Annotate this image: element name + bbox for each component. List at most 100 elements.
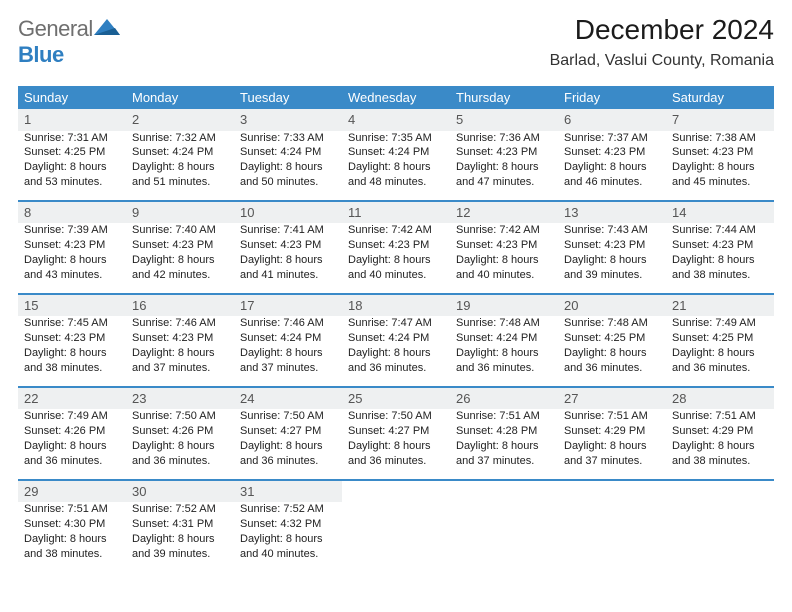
daylight-line: Daylight: 8 hours and 38 minutes.: [672, 253, 768, 283]
weekday-header: Sunday: [18, 86, 126, 109]
day-cell: Sunrise: 7:52 AMSunset: 4:32 PMDaylight:…: [234, 502, 342, 571]
day-cell: Sunrise: 7:45 AMSunset: 4:23 PMDaylight:…: [18, 316, 126, 385]
day-number: 30: [126, 481, 234, 503]
sunset-line: Sunset: 4:24 PM: [348, 331, 444, 346]
sunset-line: Sunset: 4:23 PM: [456, 145, 552, 160]
daylight-line: Daylight: 8 hours and 46 minutes.: [564, 160, 660, 190]
sunrise-line: Sunrise: 7:49 AM: [672, 316, 768, 331]
day-number: 16: [126, 295, 234, 317]
sunrise-line: Sunrise: 7:51 AM: [672, 409, 768, 424]
sunset-line: Sunset: 4:27 PM: [240, 424, 336, 439]
day-number: 17: [234, 295, 342, 317]
sunrise-line: Sunrise: 7:42 AM: [348, 223, 444, 238]
weekday-header: Friday: [558, 86, 666, 109]
day-number: 25: [342, 388, 450, 410]
day-number: 27: [558, 388, 666, 410]
day-cell: Sunrise: 7:41 AMSunset: 4:23 PMDaylight:…: [234, 223, 342, 292]
sunset-line: Sunset: 4:23 PM: [132, 331, 228, 346]
daylight-line: Daylight: 8 hours and 40 minutes.: [240, 532, 336, 562]
sunrise-line: Sunrise: 7:46 AM: [240, 316, 336, 331]
day-cell: [666, 502, 774, 571]
day-number: 6: [558, 109, 666, 131]
sunset-line: Sunset: 4:24 PM: [348, 145, 444, 160]
brand-blue: Blue: [18, 42, 64, 67]
day-cell: Sunrise: 7:47 AMSunset: 4:24 PMDaylight:…: [342, 316, 450, 385]
daylight-line: Daylight: 8 hours and 37 minutes.: [456, 439, 552, 469]
daylight-line: Daylight: 8 hours and 37 minutes.: [240, 346, 336, 376]
sunrise-line: Sunrise: 7:47 AM: [348, 316, 444, 331]
day-cell: Sunrise: 7:36 AMSunset: 4:23 PMDaylight:…: [450, 131, 558, 200]
sunrise-line: Sunrise: 7:51 AM: [456, 409, 552, 424]
day-cell: Sunrise: 7:50 AMSunset: 4:26 PMDaylight:…: [126, 409, 234, 478]
day-cell: Sunrise: 7:40 AMSunset: 4:23 PMDaylight:…: [126, 223, 234, 292]
title-block: December 2024 Barlad, Vaslui County, Rom…: [550, 14, 774, 70]
daylight-line: Daylight: 8 hours and 36 minutes.: [240, 439, 336, 469]
sunrise-line: Sunrise: 7:32 AM: [132, 131, 228, 146]
sunset-line: Sunset: 4:25 PM: [672, 331, 768, 346]
sunset-line: Sunset: 4:25 PM: [24, 145, 120, 160]
daylight-line: Daylight: 8 hours and 43 minutes.: [24, 253, 120, 283]
daylight-line: Daylight: 8 hours and 36 minutes.: [24, 439, 120, 469]
day-cell: [558, 502, 666, 571]
day-number: 31: [234, 481, 342, 503]
sunrise-line: Sunrise: 7:50 AM: [348, 409, 444, 424]
sunset-line: Sunset: 4:32 PM: [240, 517, 336, 532]
day-number: 12: [450, 202, 558, 224]
sunrise-line: Sunrise: 7:39 AM: [24, 223, 120, 238]
sunset-line: Sunset: 4:23 PM: [348, 238, 444, 253]
day-number: 10: [234, 202, 342, 224]
sunset-line: Sunset: 4:28 PM: [456, 424, 552, 439]
day-number: [342, 481, 450, 503]
sunset-line: Sunset: 4:24 PM: [456, 331, 552, 346]
day-cell: Sunrise: 7:44 AMSunset: 4:23 PMDaylight:…: [666, 223, 774, 292]
sunrise-line: Sunrise: 7:52 AM: [132, 502, 228, 517]
daylight-line: Daylight: 8 hours and 36 minutes.: [456, 346, 552, 376]
day-number: [558, 481, 666, 503]
day-number: 13: [558, 202, 666, 224]
day-cell: Sunrise: 7:48 AMSunset: 4:25 PMDaylight:…: [558, 316, 666, 385]
sunrise-line: Sunrise: 7:45 AM: [24, 316, 120, 331]
day-cell: Sunrise: 7:51 AMSunset: 4:29 PMDaylight:…: [666, 409, 774, 478]
day-cell: Sunrise: 7:46 AMSunset: 4:24 PMDaylight:…: [234, 316, 342, 385]
day-number: 14: [666, 202, 774, 224]
calendar-table: SundayMondayTuesdayWednesdayThursdayFrid…: [18, 86, 774, 572]
sunset-line: Sunset: 4:23 PM: [132, 238, 228, 253]
day-cell: Sunrise: 7:42 AMSunset: 4:23 PMDaylight:…: [450, 223, 558, 292]
day-number: 26: [450, 388, 558, 410]
sunrise-line: Sunrise: 7:37 AM: [564, 131, 660, 146]
daylight-line: Daylight: 8 hours and 42 minutes.: [132, 253, 228, 283]
sunset-line: Sunset: 4:23 PM: [24, 238, 120, 253]
day-cell: Sunrise: 7:51 AMSunset: 4:28 PMDaylight:…: [450, 409, 558, 478]
sunset-line: Sunset: 4:26 PM: [24, 424, 120, 439]
sunrise-line: Sunrise: 7:42 AM: [456, 223, 552, 238]
sunset-line: Sunset: 4:30 PM: [24, 517, 120, 532]
day-number: 28: [666, 388, 774, 410]
location-subtitle: Barlad, Vaslui County, Romania: [550, 52, 774, 70]
day-number: 3: [234, 109, 342, 131]
sunrise-line: Sunrise: 7:43 AM: [564, 223, 660, 238]
day-number: 15: [18, 295, 126, 317]
day-cell: Sunrise: 7:52 AMSunset: 4:31 PMDaylight:…: [126, 502, 234, 571]
daylight-line: Daylight: 8 hours and 37 minutes.: [564, 439, 660, 469]
day-number: 18: [342, 295, 450, 317]
sunrise-line: Sunrise: 7:48 AM: [456, 316, 552, 331]
sunset-line: Sunset: 4:29 PM: [672, 424, 768, 439]
day-number: 8: [18, 202, 126, 224]
daylight-line: Daylight: 8 hours and 38 minutes.: [672, 439, 768, 469]
day-number: 23: [126, 388, 234, 410]
sunrise-line: Sunrise: 7:36 AM: [456, 131, 552, 146]
day-number: 7: [666, 109, 774, 131]
daylight-line: Daylight: 8 hours and 36 minutes.: [348, 346, 444, 376]
daylight-line: Daylight: 8 hours and 45 minutes.: [672, 160, 768, 190]
sunset-line: Sunset: 4:29 PM: [564, 424, 660, 439]
sunrise-line: Sunrise: 7:50 AM: [240, 409, 336, 424]
day-cell: Sunrise: 7:33 AMSunset: 4:24 PMDaylight:…: [234, 131, 342, 200]
day-number: 22: [18, 388, 126, 410]
day-number: 1: [18, 109, 126, 131]
day-cell: Sunrise: 7:39 AMSunset: 4:23 PMDaylight:…: [18, 223, 126, 292]
sunset-line: Sunset: 4:24 PM: [240, 331, 336, 346]
sunrise-line: Sunrise: 7:40 AM: [132, 223, 228, 238]
logo-triangle-icon: [93, 16, 121, 36]
daylight-line: Daylight: 8 hours and 40 minutes.: [456, 253, 552, 283]
daylight-line: Daylight: 8 hours and 39 minutes.: [564, 253, 660, 283]
